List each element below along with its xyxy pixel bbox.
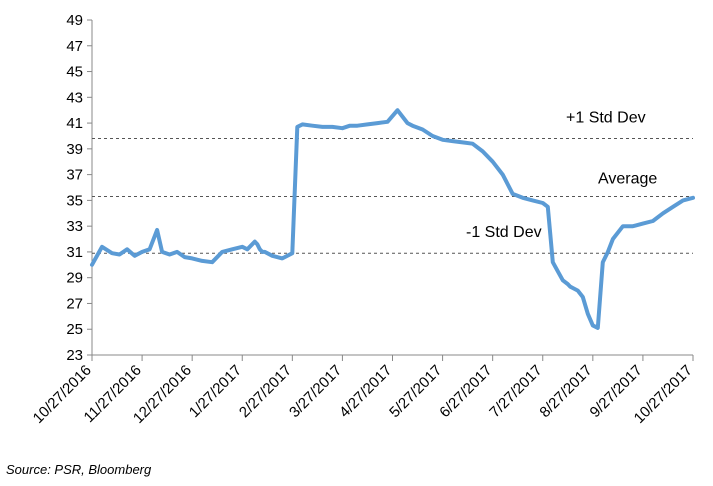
reference-lines: +1 Std Dev Average -1 Std Dev xyxy=(92,110,693,254)
y-tick-label: 27 xyxy=(66,295,83,312)
y-tick-label: 47 xyxy=(66,38,83,55)
price-series-line xyxy=(90,108,695,330)
reference-line-label: Average xyxy=(598,171,657,188)
y-tick-label: 39 xyxy=(66,141,83,158)
y-tick-label: 35 xyxy=(66,192,83,209)
y-tick-label: 25 xyxy=(66,321,83,338)
y-tick-label: 37 xyxy=(66,167,83,184)
reference-line-label: -1 Std Dev xyxy=(466,224,542,241)
x-tick-label: 6/27/2017 xyxy=(436,362,495,421)
y-tick-label: 31 xyxy=(66,244,83,261)
y-tick-label: 41 xyxy=(66,115,83,132)
y-axis: 23 25 27 29 31 33 35 37 39 41 43 45 47 49 xyxy=(66,12,93,364)
x-tick-label: 3/27/2017 xyxy=(286,362,345,421)
y-tick-label: 43 xyxy=(66,89,83,106)
y-tick-label: 49 xyxy=(66,12,83,29)
y-tick-label: 45 xyxy=(66,64,83,81)
x-tick-label: 2/27/2017 xyxy=(236,362,295,421)
reference-line-label: +1 Std Dev xyxy=(566,110,646,127)
y-tick-label: 23 xyxy=(66,347,83,364)
x-tick-label: 5/27/2017 xyxy=(386,362,445,421)
x-tick-label: 7/27/2017 xyxy=(486,362,545,421)
x-tick-label: 1/27/2017 xyxy=(186,362,245,421)
source-note: Source: PSR, Bloomberg xyxy=(6,462,152,477)
x-tick-label: 8/27/2017 xyxy=(536,362,595,421)
x-axis: 10/27/201611/27/201612/27/20161/27/20172… xyxy=(30,354,696,427)
y-tick-label: 29 xyxy=(66,270,83,287)
y-tick-label: 33 xyxy=(66,218,83,235)
x-tick-label: 4/27/2017 xyxy=(336,362,395,421)
